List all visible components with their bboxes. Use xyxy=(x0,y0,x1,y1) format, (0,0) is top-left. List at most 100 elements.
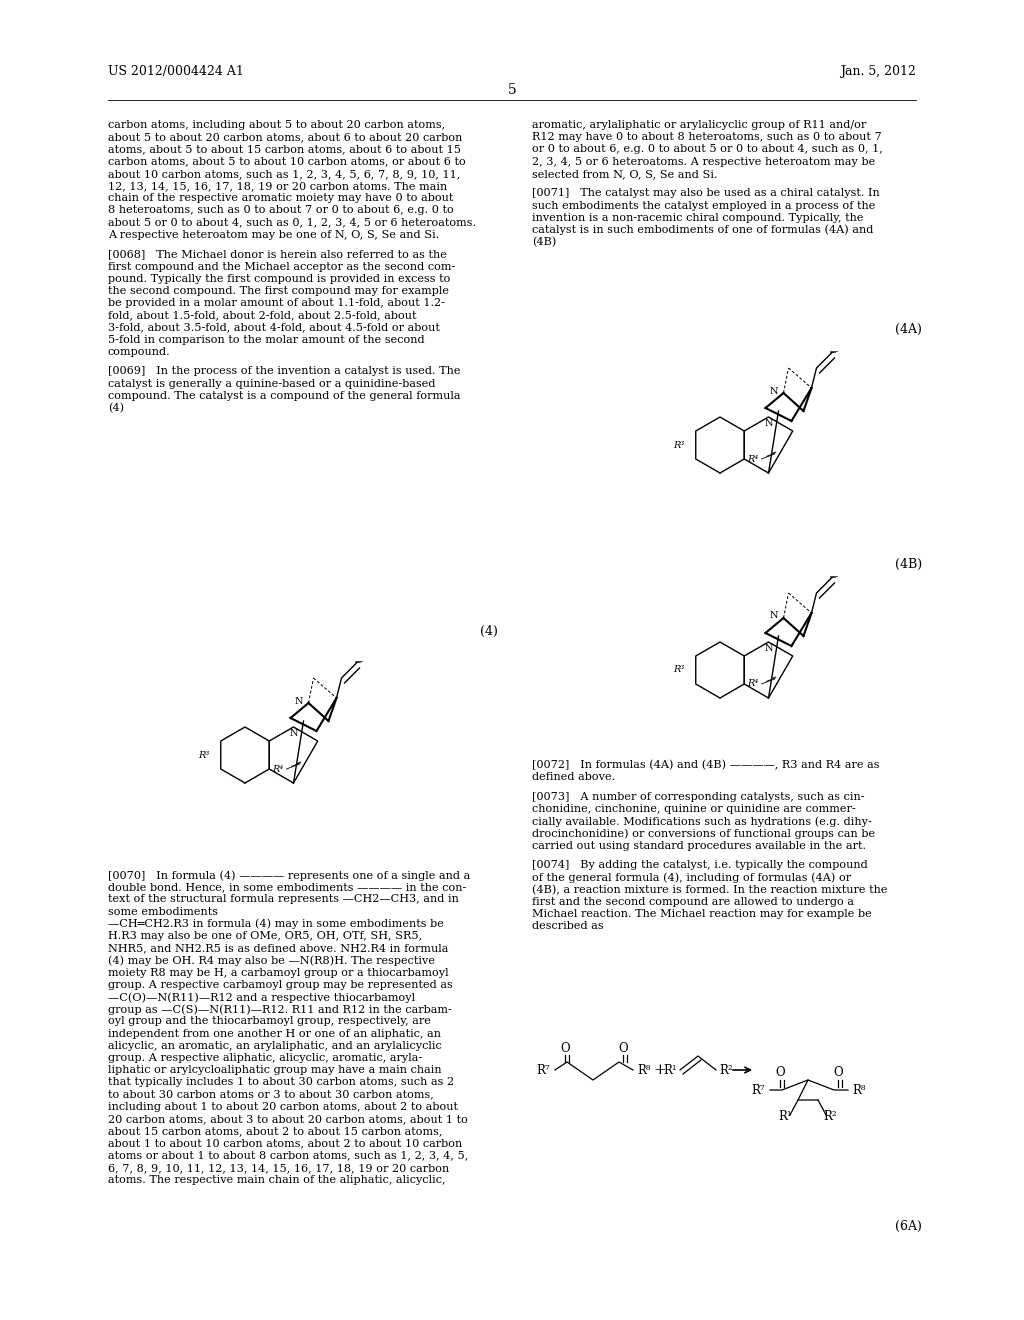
Text: (4B): (4B) xyxy=(532,238,556,247)
Text: R⁴: R⁴ xyxy=(748,680,759,689)
Text: chonidine, cinchonine, quinine or quinidine are commer-: chonidine, cinchonine, quinine or quinid… xyxy=(532,804,856,814)
Text: +: + xyxy=(653,1063,667,1077)
Text: independent from one another H or one of an aliphatic, an: independent from one another H or one of… xyxy=(108,1028,441,1039)
Text: [0074]   By adding the catalyst, i.e. typically the compound: [0074] By adding the catalyst, i.e. typi… xyxy=(532,861,867,870)
Text: [0073]   A number of corresponding catalysts, such as cin-: [0073] A number of corresponding catalys… xyxy=(532,792,864,801)
Text: (4) may be OH. R4 may also be —N(R8)H. The respective: (4) may be OH. R4 may also be —N(R8)H. T… xyxy=(108,956,435,966)
Text: R²: R² xyxy=(823,1110,837,1123)
Text: 20 carbon atoms, about 3 to about 20 carbon atoms, about 1 to: 20 carbon atoms, about 3 to about 20 car… xyxy=(108,1114,468,1125)
Text: 5-fold in comparison to the molar amount of the second: 5-fold in comparison to the molar amount… xyxy=(108,335,425,345)
Text: that typically includes 1 to about 30 carbon atoms, such as 2: that typically includes 1 to about 30 ca… xyxy=(108,1077,454,1088)
Text: 3-fold, about 3.5-fold, about 4-fold, about 4.5-fold or about: 3-fold, about 3.5-fold, about 4-fold, ab… xyxy=(108,322,440,333)
Text: carbon atoms, about 5 to about 10 carbon atoms, or about 6 to: carbon atoms, about 5 to about 10 carbon… xyxy=(108,157,466,166)
Text: R³: R³ xyxy=(198,751,209,759)
Text: oyl group and the thiocarbamoyl group, respectively, are: oyl group and the thiocarbamoyl group, r… xyxy=(108,1016,431,1027)
Text: NHR5, and NH2.R5 is as defined above. NH2.R4 in formula: NHR5, and NH2.R5 is as defined above. NH… xyxy=(108,944,449,953)
Text: carried out using standard procedures available in the art.: carried out using standard procedures av… xyxy=(532,841,866,850)
Text: R⁴: R⁴ xyxy=(272,764,284,774)
Text: selected from N, O, S, Se and Si.: selected from N, O, S, Se and Si. xyxy=(532,169,718,178)
Text: Michael reaction. The Michael reaction may for example be: Michael reaction. The Michael reaction m… xyxy=(532,909,871,919)
Text: R⁸: R⁸ xyxy=(852,1084,865,1097)
Text: about 5 to about 20 carbon atoms, about 6 to about 20 carbon: about 5 to about 20 carbon atoms, about … xyxy=(108,132,463,143)
Text: (4): (4) xyxy=(480,624,498,638)
Text: alicyclic, an aromatic, an arylaliphatic, and an arylalicyclic: alicyclic, an aromatic, an arylaliphatic… xyxy=(108,1040,441,1051)
Text: aromatic, arylaliphatic or arylalicyclic group of R11 and/or: aromatic, arylaliphatic or arylalicyclic… xyxy=(532,120,866,129)
Text: [0069]   In the process of the invention a catalyst is used. The: [0069] In the process of the invention a… xyxy=(108,367,461,376)
Text: [0072]   In formulas (4A) and (4B) ————, R3 and R4 are as: [0072] In formulas (4A) and (4B) ————, R… xyxy=(532,760,880,771)
Text: R⁸: R⁸ xyxy=(637,1064,650,1077)
Text: R³: R³ xyxy=(673,441,684,450)
Text: N: N xyxy=(295,697,303,705)
Text: pound. Typically the first compound is provided in excess to: pound. Typically the first compound is p… xyxy=(108,273,451,284)
Text: text of the structural formula represents —CH2—CH3, and in: text of the structural formula represent… xyxy=(108,895,459,904)
Text: carbon atoms, including about 5 to about 20 carbon atoms,: carbon atoms, including about 5 to about… xyxy=(108,120,445,129)
Text: defined above.: defined above. xyxy=(532,772,615,783)
Text: [0068]   The Michael donor is herein also referred to as the: [0068] The Michael donor is herein also … xyxy=(108,249,446,259)
Text: A respective heteroatom may be one of N, O, S, Se and Si.: A respective heteroatom may be one of N,… xyxy=(108,230,439,240)
Text: Jan. 5, 2012: Jan. 5, 2012 xyxy=(840,66,916,78)
Text: N: N xyxy=(764,644,773,653)
Text: R⁷: R⁷ xyxy=(752,1084,765,1097)
Text: 12, 13, 14, 15, 16, 17, 18, 19 or 20 carbon atoms. The main: 12, 13, 14, 15, 16, 17, 18, 19 or 20 car… xyxy=(108,181,447,191)
Text: (4B): (4B) xyxy=(895,558,923,572)
Text: such embodiments the catalyst employed in a process of the: such embodiments the catalyst employed i… xyxy=(532,201,876,210)
Text: drocinchonidine) or conversions of functional groups can be: drocinchonidine) or conversions of funct… xyxy=(532,829,876,840)
Text: 8 heteroatoms, such as 0 to about 7 or 0 to about 6, e.g. 0 to: 8 heteroatoms, such as 0 to about 7 or 0… xyxy=(108,206,454,215)
Text: R³: R³ xyxy=(673,665,684,675)
Text: described as: described as xyxy=(532,921,603,931)
Text: about 15 carbon atoms, about 2 to about 15 carbon atoms,: about 15 carbon atoms, about 2 to about … xyxy=(108,1126,442,1137)
Text: atoms. The respective main chain of the aliphatic, alicyclic,: atoms. The respective main chain of the … xyxy=(108,1175,445,1185)
Text: group as —C(S)—N(R11)—R12. R11 and R12 in the carbam-: group as —C(S)—N(R11)—R12. R11 and R12 i… xyxy=(108,1005,452,1015)
Text: invention is a non-racemic chiral compound. Typically, the: invention is a non-racemic chiral compou… xyxy=(532,213,863,223)
Text: R⁴: R⁴ xyxy=(748,454,759,463)
Text: R¹: R¹ xyxy=(664,1064,677,1077)
Text: 5: 5 xyxy=(508,83,516,96)
Text: 6, 7, 8, 9, 10, 11, 12, 13, 14, 15, 16, 17, 18, 19 or 20 carbon: 6, 7, 8, 9, 10, 11, 12, 13, 14, 15, 16, … xyxy=(108,1163,450,1172)
Text: US 2012/0004424 A1: US 2012/0004424 A1 xyxy=(108,66,244,78)
Text: R²: R² xyxy=(719,1064,732,1077)
Text: liphatic or arylcycloaliphatic group may have a main chain: liphatic or arylcycloaliphatic group may… xyxy=(108,1065,441,1076)
Text: chain of the respective aromatic moiety may have 0 to about: chain of the respective aromatic moiety … xyxy=(108,193,454,203)
Text: of the general formula (4), including of formulas (4A) or: of the general formula (4), including of… xyxy=(532,873,851,883)
Text: first compound and the Michael acceptor as the second com-: first compound and the Michael acceptor … xyxy=(108,261,456,272)
Text: (6A): (6A) xyxy=(895,1220,922,1233)
Text: first and the second compound are allowed to undergo a: first and the second compound are allowe… xyxy=(532,896,854,907)
Text: about 10 carbon atoms, such as 1, 2, 3, 4, 5, 6, 7, 8, 9, 10, 11,: about 10 carbon atoms, such as 1, 2, 3, … xyxy=(108,169,460,178)
Text: cially available. Modifications such as hydrations (e.g. dihy-: cially available. Modifications such as … xyxy=(532,816,871,826)
Text: (4A): (4A) xyxy=(895,323,922,337)
Text: [0071]   The catalyst may also be used as a chiral catalyst. In: [0071] The catalyst may also be used as … xyxy=(532,189,880,198)
Text: [0070]   In formula (4) ———— represents one of a single and a: [0070] In formula (4) ———— represents on… xyxy=(108,870,470,880)
Text: (4): (4) xyxy=(108,403,124,413)
Text: (4B), a reaction mixture is formed. In the reaction mixture the: (4B), a reaction mixture is formed. In t… xyxy=(532,884,888,895)
Text: moiety R8 may be H, a carbamoyl group or a thiocarbamoyl: moiety R8 may be H, a carbamoyl group or… xyxy=(108,968,449,978)
Text: double bond. Hence, in some embodiments ———— in the con-: double bond. Hence, in some embodiments … xyxy=(108,882,466,892)
Text: including about 1 to about 20 carbon atoms, about 2 to about: including about 1 to about 20 carbon ato… xyxy=(108,1102,458,1111)
Text: group. A respective carbamoyl group may be represented as: group. A respective carbamoyl group may … xyxy=(108,979,453,990)
Text: compound.: compound. xyxy=(108,347,171,356)
Text: catalyst is generally a quinine-based or a quinidine-based: catalyst is generally a quinine-based or… xyxy=(108,379,435,388)
Text: N: N xyxy=(770,611,778,620)
Text: R12 may have 0 to about 8 heteroatoms, such as 0 to about 7: R12 may have 0 to about 8 heteroatoms, s… xyxy=(532,132,882,143)
Text: atoms or about 1 to about 8 carbon atoms, such as 1, 2, 3, 4, 5,: atoms or about 1 to about 8 carbon atoms… xyxy=(108,1151,468,1160)
Text: H.R3 may also be one of OMe, OR5, OH, OTf, SH, SR5,: H.R3 may also be one of OMe, OR5, OH, OT… xyxy=(108,931,422,941)
Text: fold, about 1.5-fold, about 2-fold, about 2.5-fold, about: fold, about 1.5-fold, about 2-fold, abou… xyxy=(108,310,417,321)
Text: —CH═CH2.R3 in formula (4) may in some embodiments be: —CH═CH2.R3 in formula (4) may in some em… xyxy=(108,919,443,929)
Text: catalyst is in such embodiments of one of formulas (4A) and: catalyst is in such embodiments of one o… xyxy=(532,224,873,235)
Text: to about 30 carbon atoms or 3 to about 30 carbon atoms,: to about 30 carbon atoms or 3 to about 3… xyxy=(108,1089,434,1100)
Text: 2, 3, 4, 5 or 6 heteroatoms. A respective heteroatom may be: 2, 3, 4, 5 or 6 heteroatoms. A respectiv… xyxy=(532,157,876,166)
Text: O: O xyxy=(618,1041,628,1055)
Text: group. A respective aliphatic, alicyclic, aromatic, aryla-: group. A respective aliphatic, alicyclic… xyxy=(108,1053,422,1063)
Text: N: N xyxy=(770,387,778,396)
Text: some embodiments: some embodiments xyxy=(108,907,218,916)
Text: N: N xyxy=(764,418,773,428)
Text: atoms, about 5 to about 15 carbon atoms, about 6 to about 15: atoms, about 5 to about 15 carbon atoms,… xyxy=(108,144,461,154)
Text: about 5 or 0 to about 4, such as 0, 1, 2, 3, 4, 5 or 6 heteroatoms.: about 5 or 0 to about 4, such as 0, 1, 2… xyxy=(108,218,476,227)
Text: R⁷: R⁷ xyxy=(537,1064,550,1077)
Text: N: N xyxy=(289,729,298,738)
Text: O: O xyxy=(834,1067,843,1080)
Text: compound. The catalyst is a compound of the general formula: compound. The catalyst is a compound of … xyxy=(108,391,461,401)
Text: O: O xyxy=(560,1041,569,1055)
Text: O: O xyxy=(775,1067,784,1080)
Text: R¹: R¹ xyxy=(778,1110,792,1123)
Text: about 1 to about 10 carbon atoms, about 2 to about 10 carbon: about 1 to about 10 carbon atoms, about … xyxy=(108,1138,462,1148)
